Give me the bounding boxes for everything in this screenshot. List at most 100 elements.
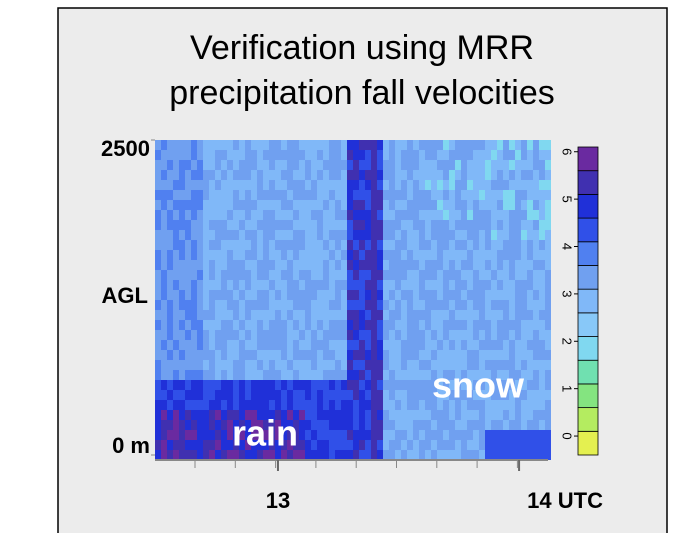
heat-cell [215,200,221,210]
heat-cell [185,170,191,180]
heat-cell [179,330,185,340]
heat-cell [317,430,323,440]
heat-cell [281,380,287,390]
heat-cell [263,160,269,170]
heat-cell [263,310,269,320]
heat-cell [359,220,365,230]
heat-cell [419,140,425,150]
heat-cell [257,250,263,260]
heat-cell [215,250,221,260]
heat-cell [521,260,527,270]
heat-cell [347,300,353,310]
heat-cell [545,190,551,200]
heat-cell [287,450,293,460]
heat-cell [353,280,359,290]
heat-cell [329,300,335,310]
heat-cell [293,250,299,260]
heat-cell [161,420,167,430]
heat-cell [305,450,311,460]
heat-cell [311,250,317,260]
heat-cell [533,170,539,180]
heat-cell [431,220,437,230]
heat-cell [197,330,203,340]
heat-cell [455,290,461,300]
heat-cell [491,290,497,300]
heat-cell [269,350,275,360]
heat-cell [269,310,275,320]
heat-cell [497,380,503,390]
heat-cell [323,360,329,370]
heat-cell [521,410,527,420]
heat-cell [377,240,383,250]
heat-cell [185,250,191,260]
heat-cell [191,340,197,350]
heat-cell [395,250,401,260]
heat-cell [527,150,533,160]
heat-cell [221,440,227,450]
heat-cell [155,410,161,420]
heat-cell [161,300,167,310]
heat-cell [203,440,209,450]
heat-cell [293,220,299,230]
heat-cell [287,270,293,280]
heat-cell [287,150,293,160]
heat-cell [323,160,329,170]
heat-cell [179,160,185,170]
heat-cell [401,430,407,440]
heat-cell [515,150,521,160]
heat-cell [257,410,263,420]
heat-cell [161,270,167,280]
heat-cell [341,210,347,220]
heat-cell [179,170,185,180]
heat-cell [203,320,209,330]
heat-cell [353,330,359,340]
heat-cell [167,160,173,170]
heat-cell [299,340,305,350]
heat-cell [395,180,401,190]
heat-cell [377,220,383,230]
heat-cell [305,240,311,250]
heat-cell [455,250,461,260]
heat-cell [455,390,461,400]
heat-cell [233,400,239,410]
heat-cell [437,220,443,230]
heat-cell [443,350,449,360]
heat-cell [497,310,503,320]
heat-cell [293,300,299,310]
heat-cell [497,180,503,190]
heat-cell [341,400,347,410]
heat-cell [521,320,527,330]
heat-cell [215,230,221,240]
heat-cell [437,400,443,410]
heat-cell [251,410,257,420]
heat-cell [497,170,503,180]
heat-cell [233,160,239,170]
heat-cell [539,300,545,310]
heat-cell [515,390,521,400]
heat-cell [389,210,395,220]
heat-cell [317,350,323,360]
heat-cell [299,220,305,230]
heat-cell [347,140,353,150]
heat-cell [533,440,539,450]
heat-cell [281,180,287,190]
heat-cell [467,160,473,170]
heat-cell [155,400,161,410]
heat-cell [191,390,197,400]
heat-cell [293,260,299,270]
heat-cell [521,150,527,160]
heat-cell [269,300,275,310]
heat-cell [449,250,455,260]
heat-cell [221,320,227,330]
heat-cell [197,370,203,380]
heat-cell [311,300,317,310]
heat-cell [497,440,503,450]
heat-cell [437,350,443,360]
heat-cell [185,210,191,220]
heat-cell [191,180,197,190]
heat-cell [191,430,197,440]
heat-cell [479,170,485,180]
heat-cell [215,190,221,200]
heat-cell [191,270,197,280]
heat-cell [293,360,299,370]
